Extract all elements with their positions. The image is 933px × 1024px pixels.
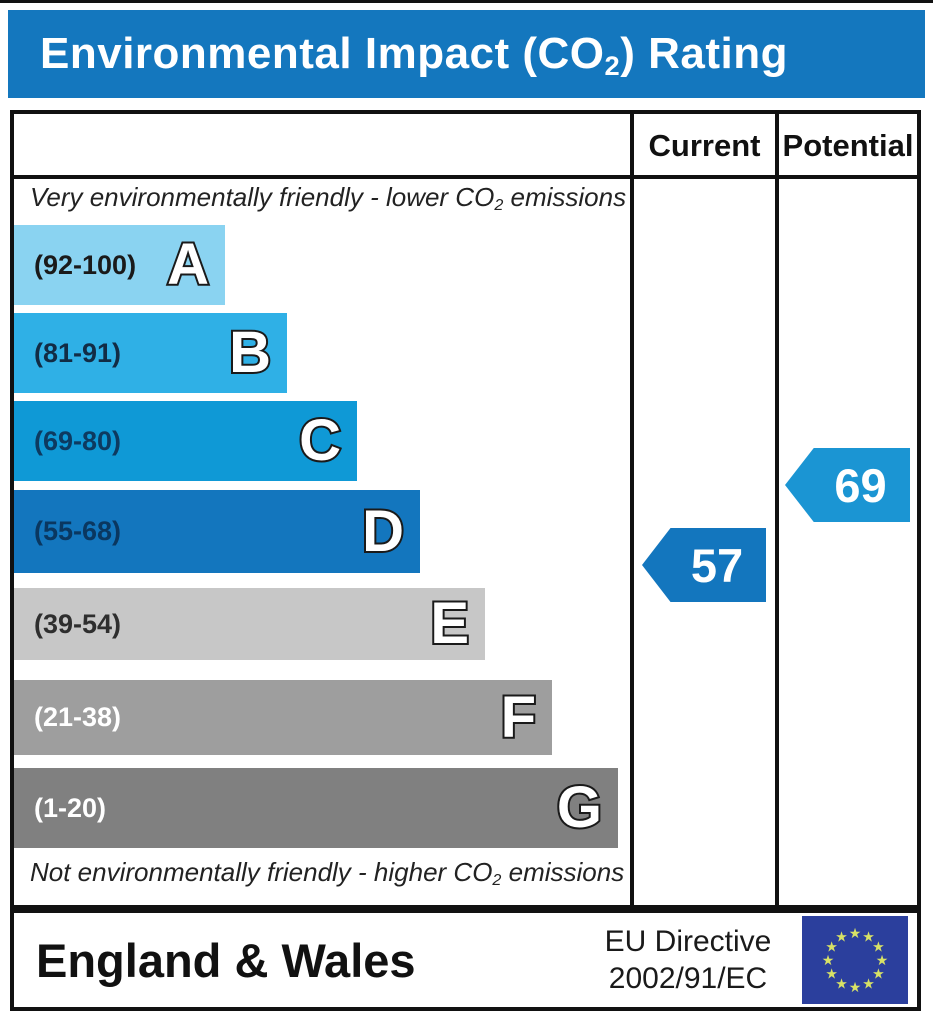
band-row-d: (55-68) D xyxy=(14,490,420,573)
band-range-label: (81-91) xyxy=(34,337,122,368)
footer: England & Wales EU Directive 2002/91/EC … xyxy=(10,909,921,1011)
band-letter: F xyxy=(499,684,538,750)
header-underline xyxy=(14,175,917,179)
band-range-label: (69-80) xyxy=(34,425,122,456)
page-title: Environmental Impact (CO2) Rating xyxy=(8,10,925,98)
band-row-f: (21-38) F xyxy=(14,680,552,755)
bottom-caption: Not environmentally friendly - higher CO… xyxy=(30,857,625,890)
band-row-g: (1-20) G xyxy=(14,768,618,848)
svg-text:★: ★ xyxy=(862,929,875,945)
eu-directive-label: EU Directive 2002/91/EC xyxy=(604,924,772,996)
svg-text:★: ★ xyxy=(872,939,885,955)
top-caption: Very environmentally friendly - lower CO… xyxy=(30,182,627,215)
current-rating-arrow: 57 xyxy=(642,528,766,602)
top-border-line xyxy=(0,0,933,3)
potential-rating-value: 69 xyxy=(834,458,887,512)
svg-text:★: ★ xyxy=(822,952,835,968)
svg-text:★: ★ xyxy=(849,925,862,941)
eu-flag-icon: ★ ★★★★★★★★★★★ xyxy=(802,916,908,1004)
band-letter: B xyxy=(227,320,273,385)
potential-column-divider xyxy=(775,114,779,905)
band-range-label: (1-20) xyxy=(34,792,107,823)
current-column-divider xyxy=(630,114,634,905)
band-range-label: (92-100) xyxy=(34,249,137,280)
band-letter: A xyxy=(165,232,211,297)
svg-text:★: ★ xyxy=(849,979,862,995)
svg-text:★: ★ xyxy=(825,966,838,982)
band-row-a: (92-100) A xyxy=(14,225,225,305)
potential-rating-arrow: 69 xyxy=(785,448,910,522)
band-range-label: (39-54) xyxy=(34,608,122,639)
rating-chart-frame: Current Potential Very environmentally f… xyxy=(10,110,921,909)
title-text: Environmental Impact (CO2) Rating xyxy=(40,29,788,81)
band-letter: D xyxy=(360,498,406,564)
band-letter: G xyxy=(555,775,604,840)
svg-text:★: ★ xyxy=(825,939,838,955)
band-row-c: (69-80) C xyxy=(14,401,357,481)
band-letter: C xyxy=(297,408,343,473)
svg-text:★: ★ xyxy=(872,966,885,982)
region-label: England & Wales xyxy=(36,933,416,987)
band-row-b: (81-91) B xyxy=(14,313,287,393)
band-range-label: (55-68) xyxy=(34,516,122,546)
svg-text:★: ★ xyxy=(835,975,848,991)
current-column-header: Current xyxy=(648,128,761,163)
band-letter: E xyxy=(428,591,471,656)
band-range-label: (21-38) xyxy=(34,702,122,732)
band-row-e: (39-54) E xyxy=(14,588,485,660)
svg-text:★: ★ xyxy=(862,975,875,991)
svg-text:★: ★ xyxy=(835,929,848,945)
svg-text:★: ★ xyxy=(876,952,889,968)
current-rating-value: 57 xyxy=(690,538,744,592)
potential-column-header: Potential xyxy=(782,128,914,163)
